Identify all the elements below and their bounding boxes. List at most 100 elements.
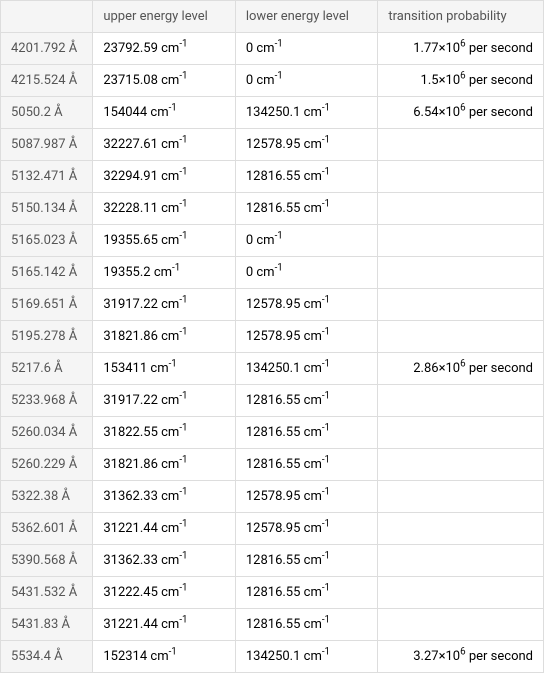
- cell-transition-probability: [378, 545, 544, 577]
- table-row: 5050.2 Å154044 cm-1134250.1 cm-16.54×106…: [1, 97, 544, 129]
- cell-lower-energy: 0 cm-1: [235, 33, 378, 65]
- table-row: 5165.142 Å19355.2 cm-10 cm-1: [1, 257, 544, 289]
- table-row: 5217.6 Å153411 cm-1134250.1 cm-12.86×106…: [1, 353, 544, 385]
- table-row: 5534.4 Å152314 cm-1134250.1 cm-13.27×106…: [1, 641, 544, 673]
- cell-upper-energy: 31362.33 cm-1: [93, 545, 236, 577]
- cell-lower-energy: 12816.55 cm-1: [235, 449, 378, 481]
- cell-transition-probability: [378, 449, 544, 481]
- cell-wavelength: 5087.987 Å: [1, 129, 93, 161]
- spectral-lines-table: upper energy level lower energy level tr…: [0, 0, 544, 673]
- cell-lower-energy: 0 cm-1: [235, 65, 378, 97]
- cell-upper-energy: 31917.22 cm-1: [93, 385, 236, 417]
- cell-upper-energy: 31821.86 cm-1: [93, 321, 236, 353]
- cell-wavelength: 5195.278 Å: [1, 321, 93, 353]
- cell-wavelength: 5534.4 Å: [1, 641, 93, 673]
- cell-transition-probability: 1.5×106 per second: [378, 65, 544, 97]
- cell-wavelength: 5260.034 Å: [1, 417, 93, 449]
- table-row: 5431.83 Å31221.44 cm-112816.55 cm-1: [1, 609, 544, 641]
- cell-transition-probability: [378, 129, 544, 161]
- cell-upper-energy: 31917.22 cm-1: [93, 289, 236, 321]
- cell-lower-energy: 12816.55 cm-1: [235, 385, 378, 417]
- cell-lower-energy: 12578.95 cm-1: [235, 513, 378, 545]
- cell-upper-energy: 152314 cm-1: [93, 641, 236, 673]
- cell-upper-energy: 31822.55 cm-1: [93, 417, 236, 449]
- col-header-upper: upper energy level: [93, 1, 236, 33]
- cell-wavelength: 5233.968 Å: [1, 385, 93, 417]
- table-row: 4215.524 Å23715.08 cm-10 cm-11.5×106 per…: [1, 65, 544, 97]
- table-row: 5390.568 Å31362.33 cm-112816.55 cm-1: [1, 545, 544, 577]
- cell-lower-energy: 12578.95 cm-1: [235, 481, 378, 513]
- cell-upper-energy: 23715.08 cm-1: [93, 65, 236, 97]
- cell-lower-energy: 134250.1 cm-1: [235, 641, 378, 673]
- table-header-row: upper energy level lower energy level tr…: [1, 1, 544, 33]
- cell-upper-energy: 31362.33 cm-1: [93, 481, 236, 513]
- cell-transition-probability: 2.86×106 per second: [378, 353, 544, 385]
- cell-lower-energy: 12816.55 cm-1: [235, 193, 378, 225]
- table-row: 4201.792 Å23792.59 cm-10 cm-11.77×106 pe…: [1, 33, 544, 65]
- table-row: 5150.134 Å32228.11 cm-112816.55 cm-1: [1, 193, 544, 225]
- cell-wavelength: 5132.471 Å: [1, 161, 93, 193]
- cell-transition-probability: [378, 385, 544, 417]
- cell-wavelength: 5217.6 Å: [1, 353, 93, 385]
- cell-upper-energy: 31221.44 cm-1: [93, 609, 236, 641]
- cell-transition-probability: [378, 481, 544, 513]
- cell-upper-energy: 32294.91 cm-1: [93, 161, 236, 193]
- cell-lower-energy: 12816.55 cm-1: [235, 161, 378, 193]
- cell-transition-probability: 3.27×106 per second: [378, 641, 544, 673]
- cell-lower-energy: 134250.1 cm-1: [235, 353, 378, 385]
- cell-wavelength: 5322.38 Å: [1, 481, 93, 513]
- cell-lower-energy: 12578.95 cm-1: [235, 129, 378, 161]
- table-row: 5132.471 Å32294.91 cm-112816.55 cm-1: [1, 161, 544, 193]
- cell-transition-probability: [378, 161, 544, 193]
- cell-transition-probability: [378, 417, 544, 449]
- cell-lower-energy: 12816.55 cm-1: [235, 577, 378, 609]
- table-row: 5195.278 Å31821.86 cm-112578.95 cm-1: [1, 321, 544, 353]
- cell-upper-energy: 23792.59 cm-1: [93, 33, 236, 65]
- cell-transition-probability: [378, 289, 544, 321]
- cell-transition-probability: [378, 513, 544, 545]
- cell-wavelength: 5169.651 Å: [1, 289, 93, 321]
- cell-lower-energy: 12578.95 cm-1: [235, 321, 378, 353]
- cell-lower-energy: 12816.55 cm-1: [235, 609, 378, 641]
- cell-lower-energy: 12578.95 cm-1: [235, 289, 378, 321]
- col-header-probability: transition probability: [378, 1, 544, 33]
- table-row: 5087.987 Å32227.61 cm-112578.95 cm-1: [1, 129, 544, 161]
- col-header-wavelength: [1, 1, 93, 33]
- table-row: 5260.229 Å31821.86 cm-112816.55 cm-1: [1, 449, 544, 481]
- cell-upper-energy: 32228.11 cm-1: [93, 193, 236, 225]
- cell-upper-energy: 154044 cm-1: [93, 97, 236, 129]
- cell-lower-energy: 134250.1 cm-1: [235, 97, 378, 129]
- cell-upper-energy: 31821.86 cm-1: [93, 449, 236, 481]
- cell-transition-probability: [378, 225, 544, 257]
- cell-wavelength: 5150.134 Å: [1, 193, 93, 225]
- cell-transition-probability: 6.54×106 per second: [378, 97, 544, 129]
- cell-wavelength: 5362.601 Å: [1, 513, 93, 545]
- cell-wavelength: 5431.532 Å: [1, 577, 93, 609]
- cell-lower-energy: 12816.55 cm-1: [235, 417, 378, 449]
- cell-wavelength: 5390.568 Å: [1, 545, 93, 577]
- cell-wavelength: 4201.792 Å: [1, 33, 93, 65]
- cell-upper-energy: 31222.45 cm-1: [93, 577, 236, 609]
- cell-transition-probability: [378, 257, 544, 289]
- cell-wavelength: 4215.524 Å: [1, 65, 93, 97]
- cell-upper-energy: 32227.61 cm-1: [93, 129, 236, 161]
- table-row: 5431.532 Å31222.45 cm-112816.55 cm-1: [1, 577, 544, 609]
- table-row: 5169.651 Å31917.22 cm-112578.95 cm-1: [1, 289, 544, 321]
- cell-wavelength: 5260.229 Å: [1, 449, 93, 481]
- cell-wavelength: 5050.2 Å: [1, 97, 93, 129]
- cell-upper-energy: 19355.2 cm-1: [93, 257, 236, 289]
- cell-wavelength: 5431.83 Å: [1, 609, 93, 641]
- cell-lower-energy: 0 cm-1: [235, 225, 378, 257]
- col-header-lower: lower energy level: [235, 1, 378, 33]
- cell-transition-probability: [378, 609, 544, 641]
- cell-transition-probability: 1.77×106 per second: [378, 33, 544, 65]
- cell-transition-probability: [378, 321, 544, 353]
- cell-upper-energy: 31221.44 cm-1: [93, 513, 236, 545]
- table-row: 5362.601 Å31221.44 cm-112578.95 cm-1: [1, 513, 544, 545]
- cell-transition-probability: [378, 193, 544, 225]
- table-row: 5233.968 Å31917.22 cm-112816.55 cm-1: [1, 385, 544, 417]
- table-row: 5322.38 Å31362.33 cm-112578.95 cm-1: [1, 481, 544, 513]
- table-row: 5260.034 Å31822.55 cm-112816.55 cm-1: [1, 417, 544, 449]
- cell-wavelength: 5165.023 Å: [1, 225, 93, 257]
- cell-wavelength: 5165.142 Å: [1, 257, 93, 289]
